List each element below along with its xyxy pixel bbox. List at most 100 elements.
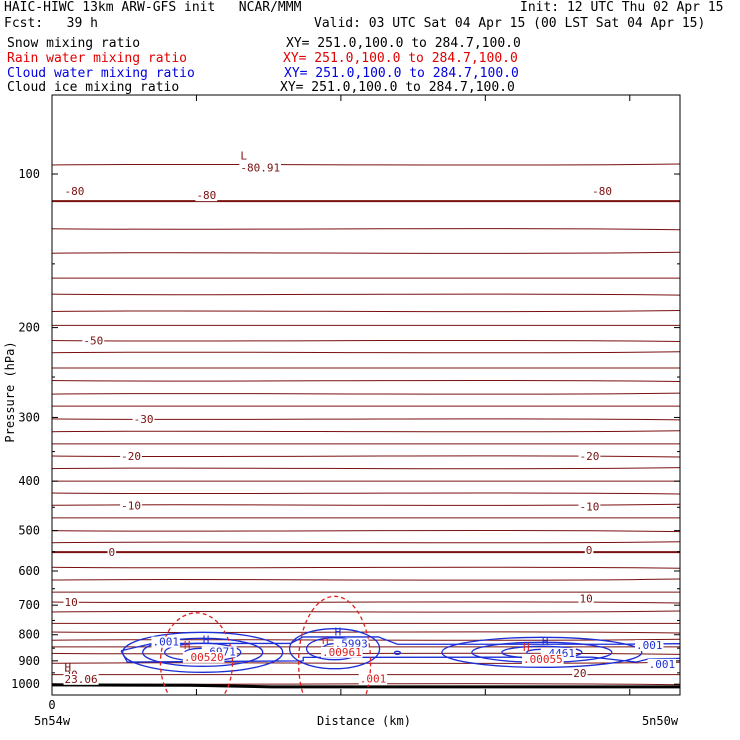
isotherm-line <box>52 578 680 581</box>
field-name-rain: Rain water mixing ratio <box>7 51 188 66</box>
extremum-value: .00520 <box>184 651 224 664</box>
isotherm-line <box>52 379 680 383</box>
isotherm-line <box>52 163 680 166</box>
y-axis-title: Pressure (hPa) <box>3 341 17 442</box>
x-tick-0: 0 <box>48 698 55 712</box>
y-tick-label-700: 700 <box>18 598 40 612</box>
contour-value-label: .001 <box>649 658 676 671</box>
init-time: Init: 12 UTC Thu 02 Apr 15 <box>520 0 724 15</box>
extremum-value-bg <box>182 651 225 663</box>
isotherm-label: 20 <box>573 667 586 680</box>
contour-labels: -80-80-80-50-30-20-20-10-100010102020L-8… <box>63 150 676 686</box>
extremum-value-bg <box>201 646 237 658</box>
isotherm-label-bg <box>195 190 218 202</box>
extremum-value: 23.06 <box>65 673 98 686</box>
isotherm-line <box>52 467 680 470</box>
field-xy-cloud-ice: XY= 251.0,100.0 to 284.7,100.0 <box>280 80 515 95</box>
isotherm-line <box>52 610 680 613</box>
isotherm-label-bg <box>572 667 588 679</box>
isotherm-line <box>52 228 680 231</box>
y-tick-label-500: 500 <box>18 524 40 538</box>
isotherm-label: 10 <box>580 593 593 606</box>
extremum-marker: H <box>203 633 210 646</box>
isotherm-line <box>52 310 680 313</box>
extremum-value-bg <box>239 162 281 174</box>
cloud-water-contour <box>288 628 381 670</box>
isotherm-label-bg <box>82 335 105 347</box>
field-xy-cloud-water: XY= 251.0,100.0 to 284.7,100.0 <box>284 66 519 81</box>
cloud-water-contour <box>142 637 264 667</box>
isotherm-label-bg <box>132 413 155 425</box>
field-xy-snow: XY= 251.0,100.0 to 284.7,100.0 <box>286 36 521 51</box>
contour-value-label-bg <box>647 658 676 670</box>
contour-value-label-bg <box>635 640 664 652</box>
contour-value-label-bg <box>151 636 180 648</box>
isotherm-line <box>52 293 680 296</box>
extremum-marker: H <box>523 641 530 654</box>
rain-water-contour <box>159 612 234 695</box>
extremum-marker: H <box>335 626 342 639</box>
isotherm-label: -80 <box>592 185 612 198</box>
isotherm-line <box>52 251 680 254</box>
extremum-value: .00961 <box>322 646 362 659</box>
isotherm-line <box>52 430 680 433</box>
contour-value-label-bg <box>358 673 388 685</box>
y-tick-label-300: 300 <box>18 410 40 424</box>
isotherm-label: -50 <box>83 335 103 348</box>
extremum-value-bg <box>333 638 369 650</box>
isotherm-label: -80 <box>65 185 85 198</box>
isotherm-line <box>52 492 680 495</box>
isotherm-line <box>52 566 680 569</box>
extremum-value: -80.91 <box>240 162 280 175</box>
extremum-value-bg <box>522 653 564 665</box>
isotherm-label: -80 <box>196 189 216 202</box>
extremum-value-bg <box>540 647 576 659</box>
extremum-marker: L <box>240 150 247 163</box>
isotherm-label-bg <box>578 450 601 462</box>
valid-time: Valid: 03 UTC Sat 04 Apr 15 (00 LST Sat … <box>314 16 706 31</box>
isotherm-label-bg <box>591 186 613 198</box>
isotherm-label: -30 <box>134 413 154 426</box>
extremum-marker: H <box>184 639 191 652</box>
contour-value-label: .001 <box>636 639 663 652</box>
isotherm-label: 0 <box>586 544 593 557</box>
extremum-marker: H <box>322 634 329 647</box>
isotherm-label: 10 <box>65 596 78 609</box>
y-tick-label-800: 800 <box>18 628 40 642</box>
isotherm-label-bg <box>107 547 117 559</box>
isotherm-label-bg <box>120 500 142 512</box>
extremum-value-bg <box>321 646 363 658</box>
contour-value-label: .001 <box>152 636 179 649</box>
surface-line <box>52 683 680 689</box>
isotherm-label: -10 <box>580 500 600 513</box>
field-name-snow: Snow mixing ratio <box>7 36 141 51</box>
isotherm-line <box>52 529 680 533</box>
isotherm-line <box>52 541 680 544</box>
x-start-label: 5n54w <box>34 714 71 728</box>
cloud-water-contour <box>122 631 284 673</box>
extremum-marker: H <box>65 661 72 674</box>
isotherm-label-bg <box>120 450 142 462</box>
isotherm-line <box>52 392 680 395</box>
isotherm-label: -10 <box>121 499 141 512</box>
cloud-water-contour <box>441 636 643 668</box>
plot-frame <box>51 94 681 696</box>
isotherm-label: 0 <box>109 546 116 559</box>
y-tick-label-600: 600 <box>18 564 40 578</box>
x-axis-title: Distance (km) <box>317 714 411 728</box>
isotherm-line <box>52 661 680 664</box>
isotherm-label-bg <box>63 186 86 198</box>
y-tick-label-100: 100 <box>18 167 40 181</box>
extremum-value-bg <box>63 673 99 685</box>
extremum-value: .00055 <box>523 653 563 666</box>
field-name-cloud-water: Cloud water mixing ratio <box>7 66 195 81</box>
y-tick-label-1000: 1000 <box>11 677 40 691</box>
isotherm-label-bg <box>584 545 594 557</box>
field-xy-rain: XY= 251.0,100.0 to 284.7,100.0 <box>283 51 518 66</box>
isotherm-line <box>52 652 680 655</box>
isotherm-line <box>52 339 680 343</box>
title-line: HAIC-HIWC 13km ARW-GFS init NCAR/MMM <box>4 0 302 15</box>
x-end-label: 5n50w <box>642 714 679 728</box>
y-tick-label-900: 900 <box>18 654 40 668</box>
